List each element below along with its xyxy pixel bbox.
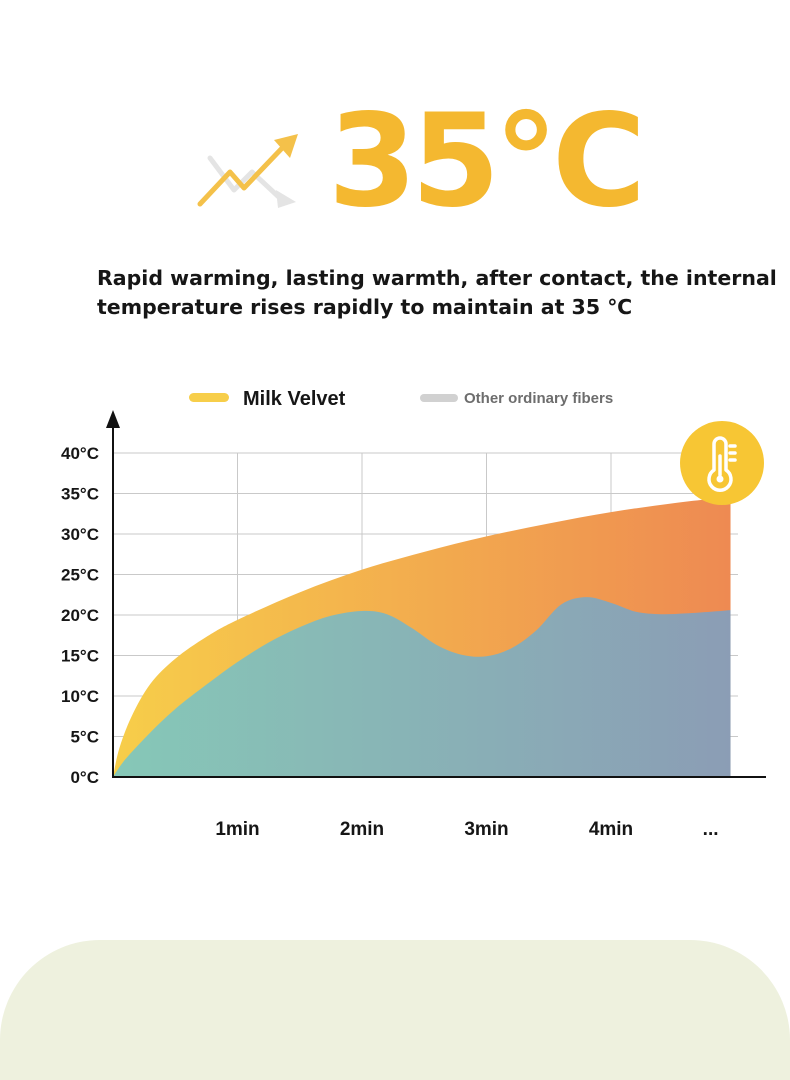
y-tick-label: 15°C xyxy=(61,647,99,666)
y-tick-label: 0°C xyxy=(70,768,99,787)
headline: Rapid warming, lasting warmth, after con… xyxy=(97,266,777,319)
chart-areas xyxy=(113,496,731,777)
bottom-panel xyxy=(0,940,790,1080)
badge-circle xyxy=(680,421,764,505)
trend-icon-yellow-arrowhead xyxy=(274,134,298,158)
y-tick-label: 40°C xyxy=(61,444,99,463)
trend-up-icon xyxy=(197,134,298,208)
y-tick-label: 20°C xyxy=(61,606,99,625)
hero-temperature: 35°C xyxy=(328,87,646,236)
area-other-fibers xyxy=(113,597,731,777)
trend-icon-yellow-line xyxy=(197,141,289,207)
x-tick-label: 3min xyxy=(464,819,508,840)
legend-swatch-milk-velvet xyxy=(189,393,229,402)
x-tick-label: 2min xyxy=(340,819,384,840)
chart-axes xyxy=(106,410,766,778)
y-tick-label: 35°C xyxy=(61,485,99,504)
y-tick-label: 10°C xyxy=(61,687,99,706)
legend: Milk Velvet Other ordinary fibers xyxy=(189,388,613,410)
x-tick-label: 1min xyxy=(215,819,259,840)
x-tick-label: 4min xyxy=(589,819,633,840)
y-tick-label: 30°C xyxy=(61,525,99,544)
trend-icon-gray-arrowhead xyxy=(276,190,296,208)
y-axis-arrow xyxy=(106,410,120,428)
x-tick-label: ... xyxy=(703,819,719,840)
thermometer-icon xyxy=(707,436,737,492)
y-tick-label: 25°C xyxy=(61,566,99,585)
temperature-chart: Milk Velvet Other ordinary fibers 0°C 5°C… xyxy=(61,388,766,840)
legend-label-other-fibers: Other ordinary fibers xyxy=(464,390,613,407)
legend-label-milk-velvet: Milk Velvet xyxy=(243,388,346,410)
thermometer-badge xyxy=(680,421,764,505)
trend-icon-gray-line xyxy=(207,155,285,203)
legend-swatch-other-fibers xyxy=(420,394,458,402)
y-tick-label: 5°C xyxy=(70,728,99,747)
x-axis-ticks: 1min 2min 3min 4min... xyxy=(215,819,718,840)
y-axis-ticks: 0°C 5°C 10°C 15°C 20°C 25°C 30°C 35°C 40°C xyxy=(61,444,99,787)
